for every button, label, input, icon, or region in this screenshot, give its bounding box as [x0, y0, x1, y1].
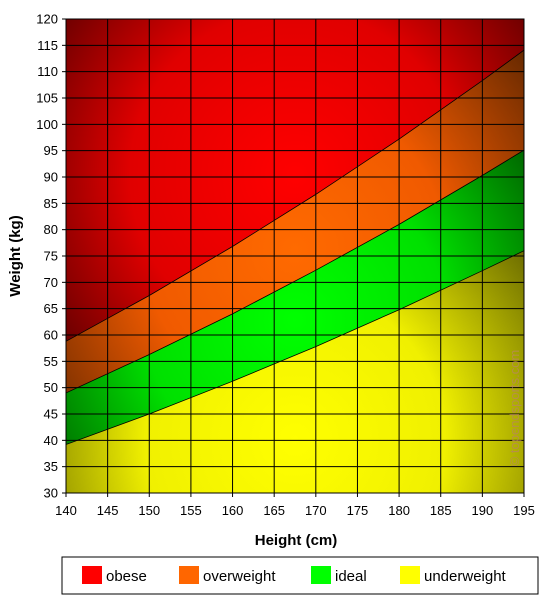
boundary-lines — [66, 49, 524, 445]
x-tick-label: 165 — [263, 503, 285, 518]
legend-swatch-ideal — [311, 566, 331, 584]
y-axis-ticks: 30 35 40 45 50 55 60 65 70 75 80 85 90 95 100 105 110 115… — [36, 12, 66, 501]
legend-swatch-obese — [82, 566, 102, 584]
band-obese — [66, 19, 524, 342]
y-tick-label: 105 — [36, 91, 58, 106]
y-tick-label: 120 — [36, 12, 58, 27]
x-tick-label: 170 — [305, 503, 327, 518]
watermark-text: © topendsports.com — [507, 350, 522, 467]
y-tick-label: 90 — [44, 170, 58, 185]
legend-box — [61, 556, 539, 595]
y-tick-label: 95 — [44, 143, 58, 158]
x-tick-label: 155 — [180, 503, 202, 518]
plot-area — [66, 19, 524, 493]
x-axis-title: Height (cm) — [255, 532, 338, 549]
y-tick-label: 115 — [37, 38, 58, 53]
legend: obese overweight ideal underweight — [61, 556, 539, 595]
band-overweight — [66, 50, 524, 393]
x-tick-label: 190 — [472, 503, 494, 518]
x-tick-label: 180 — [388, 503, 410, 518]
y-tick-label: 60 — [44, 328, 58, 343]
y-tick-label: 35 — [44, 459, 58, 474]
legend-label-ideal: ideal — [335, 568, 367, 585]
legend-label-obese: obese — [106, 568, 147, 585]
y-tick-label: 70 — [44, 275, 58, 290]
y-tick-label: 85 — [44, 196, 58, 211]
x-tick-label: 175 — [347, 503, 369, 518]
y-tick-label: 110 — [37, 64, 58, 79]
legend-swatch-overweight — [179, 566, 199, 584]
x-tick-label: 185 — [430, 503, 452, 518]
x-tick-label: 140 — [55, 503, 77, 518]
band-underweight — [66, 250, 524, 493]
y-tick-label: 30 — [44, 486, 58, 501]
band-ideal — [66, 150, 524, 445]
x-tick-label: 160 — [222, 503, 244, 518]
legend-label-underweight: underweight — [424, 568, 507, 585]
y-tick-label: 45 — [44, 407, 58, 422]
x-tick-label: 150 — [138, 503, 160, 518]
legend-label-overweight: overweight — [203, 568, 276, 585]
y-tick-label: 55 — [44, 354, 58, 369]
y-tick-label: 80 — [44, 222, 58, 237]
boundary-line — [66, 49, 524, 342]
y-tick-label: 75 — [44, 249, 58, 264]
x-axis-ticks: 140 145 150 155 160 165 170 175 180 185 190 195 — [55, 493, 535, 518]
y-axis-title: Weight (kg) — [7, 215, 24, 296]
x-tick-label: 195 — [513, 503, 535, 518]
y-tick-label: 65 — [44, 301, 58, 316]
x-tick-label: 145 — [97, 503, 119, 518]
boundary-line — [66, 149, 524, 394]
y-tick-label: 100 — [36, 117, 58, 132]
legend-swatch-underweight — [400, 566, 420, 584]
y-tick-label: 40 — [44, 433, 58, 448]
boundary-line — [66, 250, 524, 445]
y-tick-label: 50 — [44, 380, 58, 395]
grid — [66, 19, 524, 493]
